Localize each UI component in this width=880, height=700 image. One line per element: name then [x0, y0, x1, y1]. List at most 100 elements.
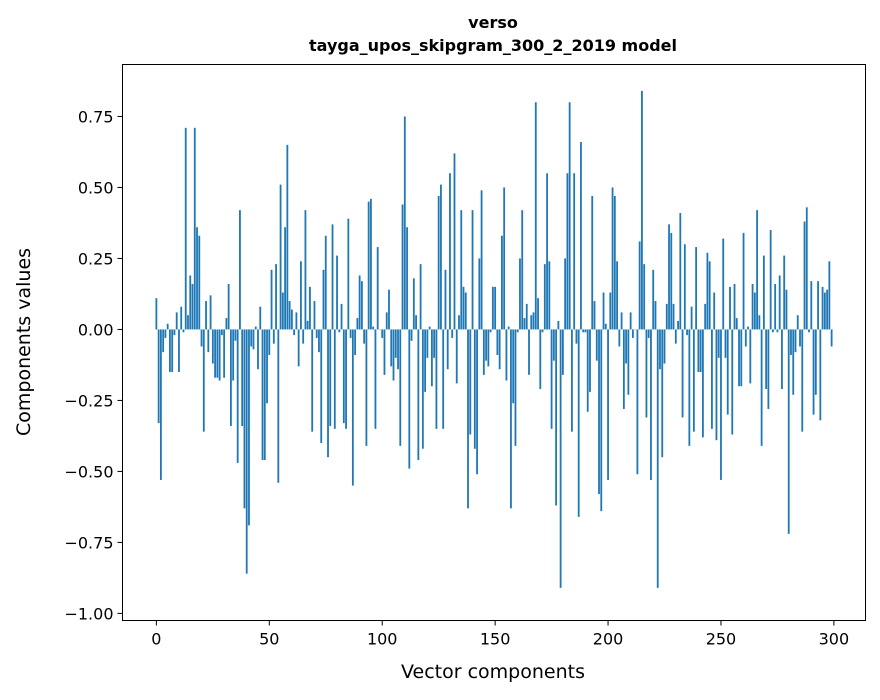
bar — [341, 304, 343, 330]
bar — [519, 258, 521, 329]
bar — [162, 329, 164, 352]
bar — [289, 301, 291, 329]
bar — [207, 329, 209, 352]
x-tick-label: 300 — [819, 630, 850, 649]
bar — [277, 329, 279, 482]
bar — [343, 329, 345, 423]
bar — [192, 284, 194, 329]
bar — [790, 329, 792, 355]
bar — [763, 256, 765, 330]
bar — [198, 236, 200, 330]
bar — [325, 236, 327, 330]
bar — [788, 329, 790, 533]
bar — [533, 312, 535, 329]
bar — [709, 261, 711, 329]
bar — [526, 304, 528, 330]
bar — [555, 329, 557, 505]
y-tick-label: 0.00 — [78, 320, 114, 339]
bar — [388, 290, 390, 330]
bar — [749, 329, 751, 383]
bar — [539, 329, 541, 389]
bar — [397, 329, 399, 369]
bar — [318, 329, 320, 352]
bar — [445, 270, 447, 330]
bar — [630, 312, 632, 329]
bar — [632, 329, 634, 338]
bar — [492, 287, 494, 330]
bar — [167, 324, 169, 330]
y-tick-label: 0.50 — [78, 178, 114, 197]
y-tick-label: 0.75 — [78, 107, 114, 126]
bar — [537, 298, 539, 329]
bar — [354, 329, 356, 355]
bar — [510, 329, 512, 508]
bar — [616, 261, 618, 329]
bar — [257, 329, 259, 369]
bar — [320, 329, 322, 443]
bar — [551, 329, 553, 428]
bar — [779, 275, 781, 329]
bar — [700, 329, 702, 372]
bar — [361, 281, 363, 329]
bar — [431, 329, 433, 386]
bar — [578, 329, 580, 516]
x-tick-label: 0 — [151, 630, 161, 649]
bar — [557, 321, 559, 330]
y-tick-label: 0.25 — [78, 249, 114, 268]
bar — [627, 329, 629, 394]
bar — [295, 312, 297, 329]
bar — [679, 213, 681, 329]
bar — [293, 329, 295, 335]
bar — [169, 329, 171, 372]
bar — [178, 329, 180, 372]
bar — [562, 329, 564, 374]
bar — [612, 187, 614, 329]
bar — [350, 329, 352, 338]
bar — [395, 329, 397, 357]
bar — [171, 329, 173, 372]
x-tick-label: 100 — [367, 630, 398, 649]
bar — [228, 284, 230, 329]
bar — [544, 264, 546, 329]
bar — [585, 329, 587, 332]
bar — [752, 284, 754, 329]
bar — [799, 329, 801, 346]
bar — [359, 275, 361, 329]
bar — [822, 287, 824, 330]
bar — [765, 329, 767, 389]
bar — [792, 329, 794, 394]
bar — [594, 301, 596, 329]
bar — [754, 293, 756, 330]
bar — [711, 329, 713, 428]
bar — [707, 253, 709, 330]
bar — [402, 204, 404, 329]
bar — [264, 329, 266, 460]
x-tick-label: 50 — [259, 630, 279, 649]
bar — [664, 329, 666, 363]
bars-group — [155, 91, 832, 588]
bar — [404, 116, 406, 329]
bar — [311, 329, 313, 431]
bar — [268, 329, 270, 355]
bar — [808, 329, 810, 332]
bar — [623, 329, 625, 409]
bar — [436, 329, 438, 428]
x-tick-label: 250 — [706, 630, 737, 649]
bar — [302, 329, 304, 343]
bar — [210, 295, 212, 329]
bar — [225, 318, 227, 329]
bar — [336, 256, 338, 330]
bar — [508, 327, 510, 330]
bar — [831, 329, 833, 346]
bar — [738, 329, 740, 386]
bar — [512, 329, 514, 403]
bar — [449, 173, 451, 329]
bar — [411, 329, 413, 340]
bar — [469, 329, 471, 434]
bar — [246, 329, 248, 573]
bar — [187, 315, 189, 329]
y-tick-label: −0.50 — [64, 462, 113, 481]
bar — [239, 210, 241, 329]
bar — [370, 199, 372, 330]
